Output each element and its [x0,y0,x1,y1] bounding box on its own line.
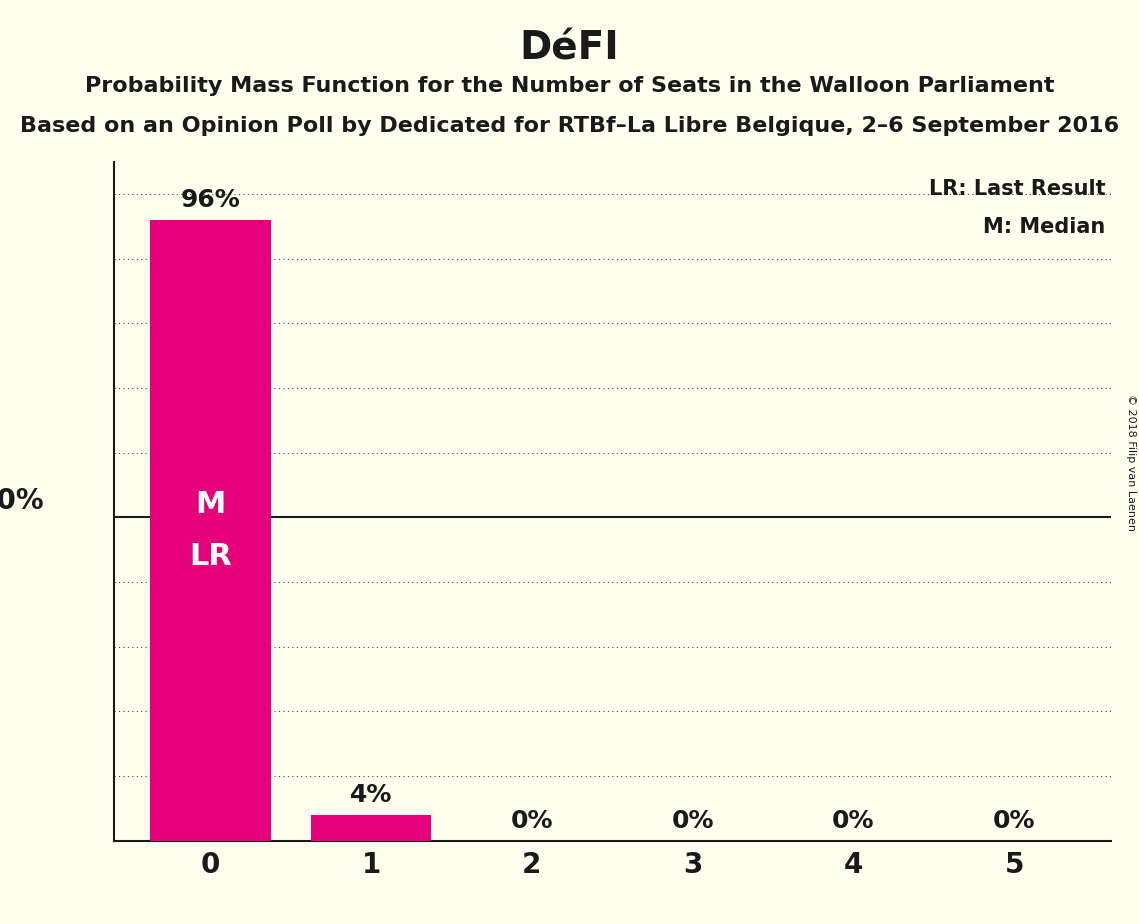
Text: © 2018 Filip van Laenen: © 2018 Filip van Laenen [1126,394,1136,530]
Text: M: Median: M: Median [983,217,1106,237]
Bar [311,815,432,841]
Text: 0%: 0% [833,809,875,833]
Text: LR: Last Result: LR: Last Result [929,178,1106,199]
Bar [150,220,271,841]
Text: LR: LR [189,541,231,571]
Text: 0%: 0% [510,809,554,833]
Text: Based on an Opinion Poll by Dedicated for RTBf–La Libre Belgique, 2–6 September : Based on an Opinion Poll by Dedicated fo… [21,116,1118,136]
Text: Probability Mass Function for the Number of Seats in the Walloon Parliament: Probability Mass Function for the Number… [84,76,1055,96]
Text: 50%: 50% [0,487,44,516]
Text: 96%: 96% [180,188,240,213]
Text: 4%: 4% [350,784,392,808]
Text: 0%: 0% [993,809,1035,833]
Text: 0%: 0% [671,809,714,833]
Text: M: M [195,490,226,519]
Text: DéFI: DéFI [519,30,620,67]
